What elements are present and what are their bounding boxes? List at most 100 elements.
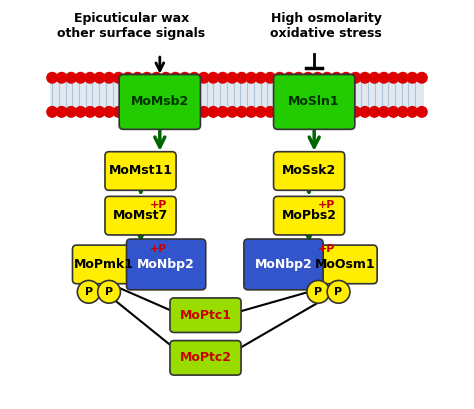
Circle shape: [274, 72, 285, 83]
Circle shape: [132, 107, 143, 117]
Circle shape: [284, 107, 294, 117]
Circle shape: [104, 72, 114, 83]
FancyBboxPatch shape: [273, 152, 345, 190]
Circle shape: [360, 107, 370, 117]
Text: +P: +P: [318, 244, 335, 254]
FancyBboxPatch shape: [244, 239, 323, 290]
Text: MoNbp2: MoNbp2: [255, 258, 312, 271]
Text: Epicuticular wax
other surface signals: Epicuticular wax other surface signals: [57, 11, 205, 40]
Circle shape: [151, 72, 162, 83]
Circle shape: [199, 72, 209, 83]
Text: +P: +P: [150, 200, 167, 210]
Text: MoOsm1: MoOsm1: [315, 258, 376, 271]
Circle shape: [360, 72, 370, 83]
Circle shape: [246, 72, 256, 83]
FancyBboxPatch shape: [105, 152, 176, 190]
Circle shape: [218, 107, 228, 117]
Circle shape: [331, 72, 342, 83]
Circle shape: [75, 72, 86, 83]
Circle shape: [255, 107, 266, 117]
Circle shape: [161, 72, 171, 83]
Circle shape: [417, 72, 427, 83]
Circle shape: [327, 281, 350, 303]
Circle shape: [199, 107, 209, 117]
Text: P: P: [85, 287, 93, 297]
Circle shape: [104, 107, 114, 117]
Circle shape: [170, 107, 181, 117]
Text: P: P: [105, 287, 113, 297]
Text: MoMst7: MoMst7: [113, 209, 168, 222]
Circle shape: [132, 72, 143, 83]
Text: MoPbs2: MoPbs2: [282, 209, 337, 222]
Circle shape: [94, 107, 105, 117]
Circle shape: [208, 72, 219, 83]
Circle shape: [303, 107, 313, 117]
Circle shape: [379, 72, 389, 83]
Circle shape: [227, 107, 237, 117]
Circle shape: [56, 107, 67, 117]
Circle shape: [47, 72, 57, 83]
Circle shape: [341, 107, 351, 117]
Circle shape: [398, 107, 408, 117]
Text: +P: +P: [150, 244, 167, 254]
Circle shape: [142, 72, 152, 83]
Circle shape: [85, 107, 95, 117]
FancyBboxPatch shape: [170, 341, 241, 375]
Circle shape: [170, 72, 181, 83]
Circle shape: [151, 107, 162, 117]
Circle shape: [208, 107, 219, 117]
Circle shape: [284, 72, 294, 83]
FancyBboxPatch shape: [273, 74, 355, 129]
FancyBboxPatch shape: [273, 196, 345, 235]
Text: P: P: [314, 287, 322, 297]
Text: MoMst11: MoMst11: [109, 164, 173, 178]
Circle shape: [47, 107, 57, 117]
FancyBboxPatch shape: [119, 74, 201, 129]
Circle shape: [303, 72, 313, 83]
Circle shape: [123, 72, 133, 83]
Text: MoSln1: MoSln1: [288, 95, 340, 108]
Circle shape: [331, 107, 342, 117]
Circle shape: [66, 72, 76, 83]
Circle shape: [398, 72, 408, 83]
Circle shape: [237, 72, 247, 83]
Circle shape: [227, 72, 237, 83]
Circle shape: [407, 107, 418, 117]
Circle shape: [180, 72, 190, 83]
Text: MoSsk2: MoSsk2: [282, 164, 336, 178]
Circle shape: [142, 107, 152, 117]
FancyBboxPatch shape: [170, 298, 241, 333]
Circle shape: [77, 281, 100, 303]
FancyBboxPatch shape: [50, 74, 424, 115]
Circle shape: [246, 107, 256, 117]
Text: MoPtc1: MoPtc1: [180, 309, 231, 322]
Circle shape: [341, 72, 351, 83]
Circle shape: [274, 107, 285, 117]
Circle shape: [417, 107, 427, 117]
Text: MoMsb2: MoMsb2: [131, 95, 189, 108]
Circle shape: [293, 107, 304, 117]
Circle shape: [113, 107, 124, 117]
Text: High osmolarity
oxidative stress: High osmolarity oxidative stress: [271, 11, 382, 40]
Circle shape: [388, 72, 399, 83]
Circle shape: [94, 72, 105, 83]
Circle shape: [98, 281, 120, 303]
Circle shape: [407, 72, 418, 83]
Circle shape: [350, 72, 361, 83]
Circle shape: [237, 107, 247, 117]
Circle shape: [66, 107, 76, 117]
Circle shape: [388, 107, 399, 117]
Circle shape: [255, 72, 266, 83]
Circle shape: [218, 72, 228, 83]
Circle shape: [75, 107, 86, 117]
Circle shape: [307, 281, 329, 303]
FancyBboxPatch shape: [127, 239, 206, 290]
Circle shape: [312, 72, 323, 83]
Text: MoPmk1: MoPmk1: [74, 258, 134, 271]
Circle shape: [113, 72, 124, 83]
Circle shape: [293, 72, 304, 83]
Circle shape: [350, 107, 361, 117]
FancyBboxPatch shape: [105, 196, 176, 235]
Text: MoPtc2: MoPtc2: [180, 351, 231, 364]
Circle shape: [369, 107, 380, 117]
